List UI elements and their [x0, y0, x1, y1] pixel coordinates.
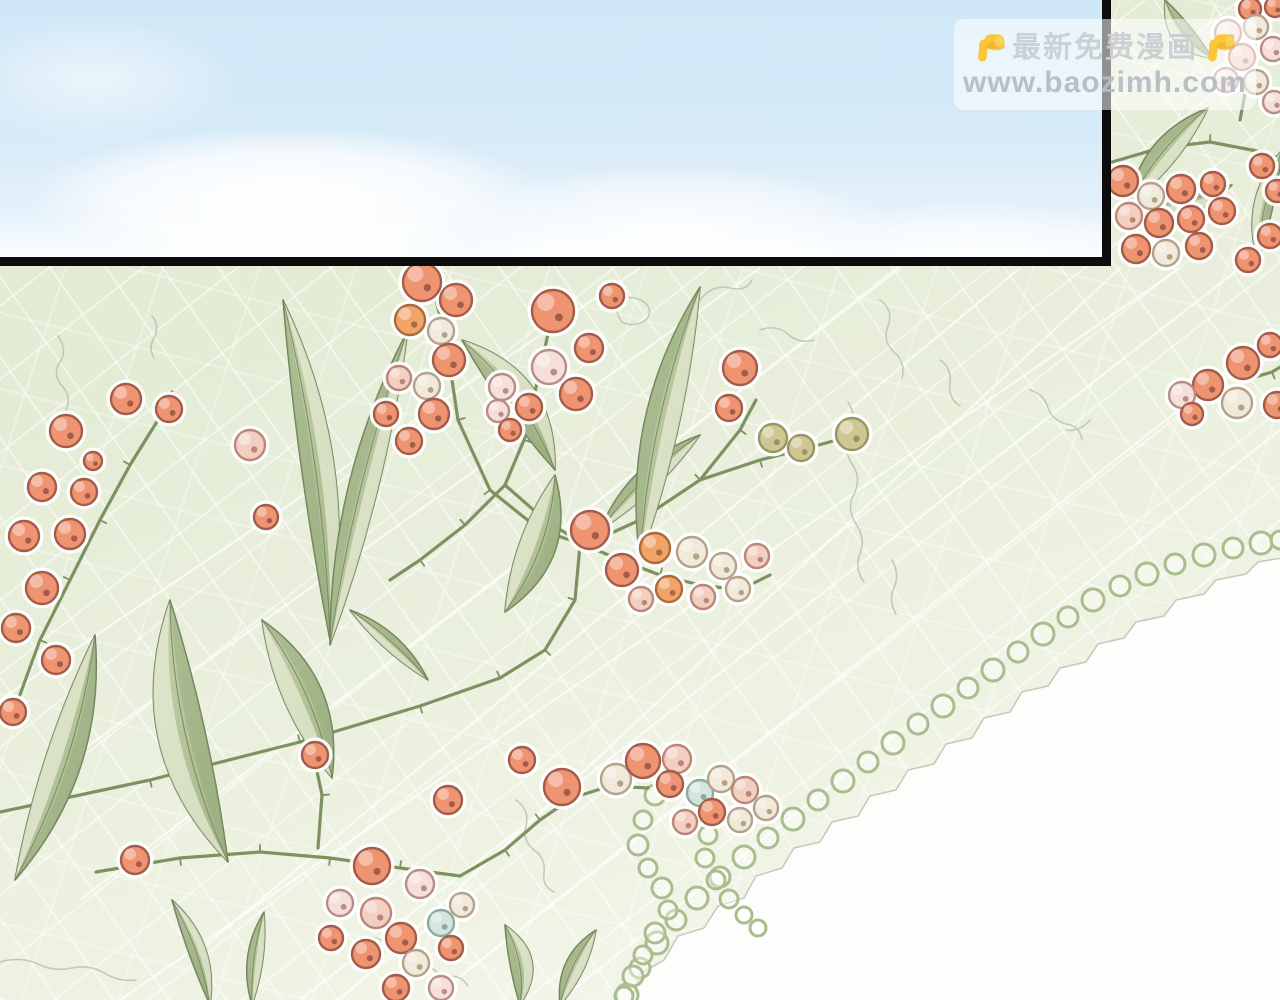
berry-cluster-left-chain — [0, 379, 283, 730]
leaf — [558, 929, 597, 1000]
map-squiggle — [55, 315, 158, 411]
berry-cluster-center-low — [539, 739, 783, 839]
watermark-title-row: 最新免费漫画 — [973, 31, 1237, 65]
berry-pair-center — [711, 346, 762, 426]
cloud — [0, 212, 1102, 257]
watermark: 最新免费漫画 www.baozimh.com — [954, 19, 1256, 110]
leaf — [152, 599, 229, 863]
leaf — [635, 286, 701, 561]
berry-cluster-top-left-chain — [369, 258, 477, 459]
watermark-title: 最新免费漫画 — [1011, 31, 1198, 64]
ring-trail-descending — [613, 783, 679, 1000]
leaf — [349, 609, 429, 681]
berry-cluster-strip-coral — [1103, 161, 1240, 271]
leaf — [171, 899, 213, 1000]
point-down-icon — [978, 34, 1006, 62]
berry-strip-right-edge — [1231, 149, 1280, 277]
cloud — [0, 14, 240, 144]
sky-panel — [0, 0, 1111, 266]
map-squiggle — [0, 958, 137, 982]
map-squiggle — [515, 799, 555, 893]
berry-cluster-top-middle — [482, 279, 629, 446]
berry-cluster-bottom-center — [314, 843, 479, 1000]
leaf — [282, 299, 340, 641]
watermark-url: www.baozimh.com — [963, 66, 1247, 99]
berry-chain-center-mid — [566, 506, 774, 616]
berry-trio-olive — [754, 413, 873, 466]
leaf — [14, 634, 98, 881]
leaf — [504, 924, 534, 1000]
map-squiggle — [699, 279, 1091, 441]
berry-sparse-lower — [116, 737, 540, 879]
berry-cluster-right-edge — [1164, 328, 1280, 430]
leaf — [246, 911, 266, 1000]
point-down-icon — [1208, 34, 1236, 62]
leaf — [504, 474, 562, 613]
white-foreground-region — [631, 557, 1280, 1000]
map-squiggle — [615, 296, 651, 326]
